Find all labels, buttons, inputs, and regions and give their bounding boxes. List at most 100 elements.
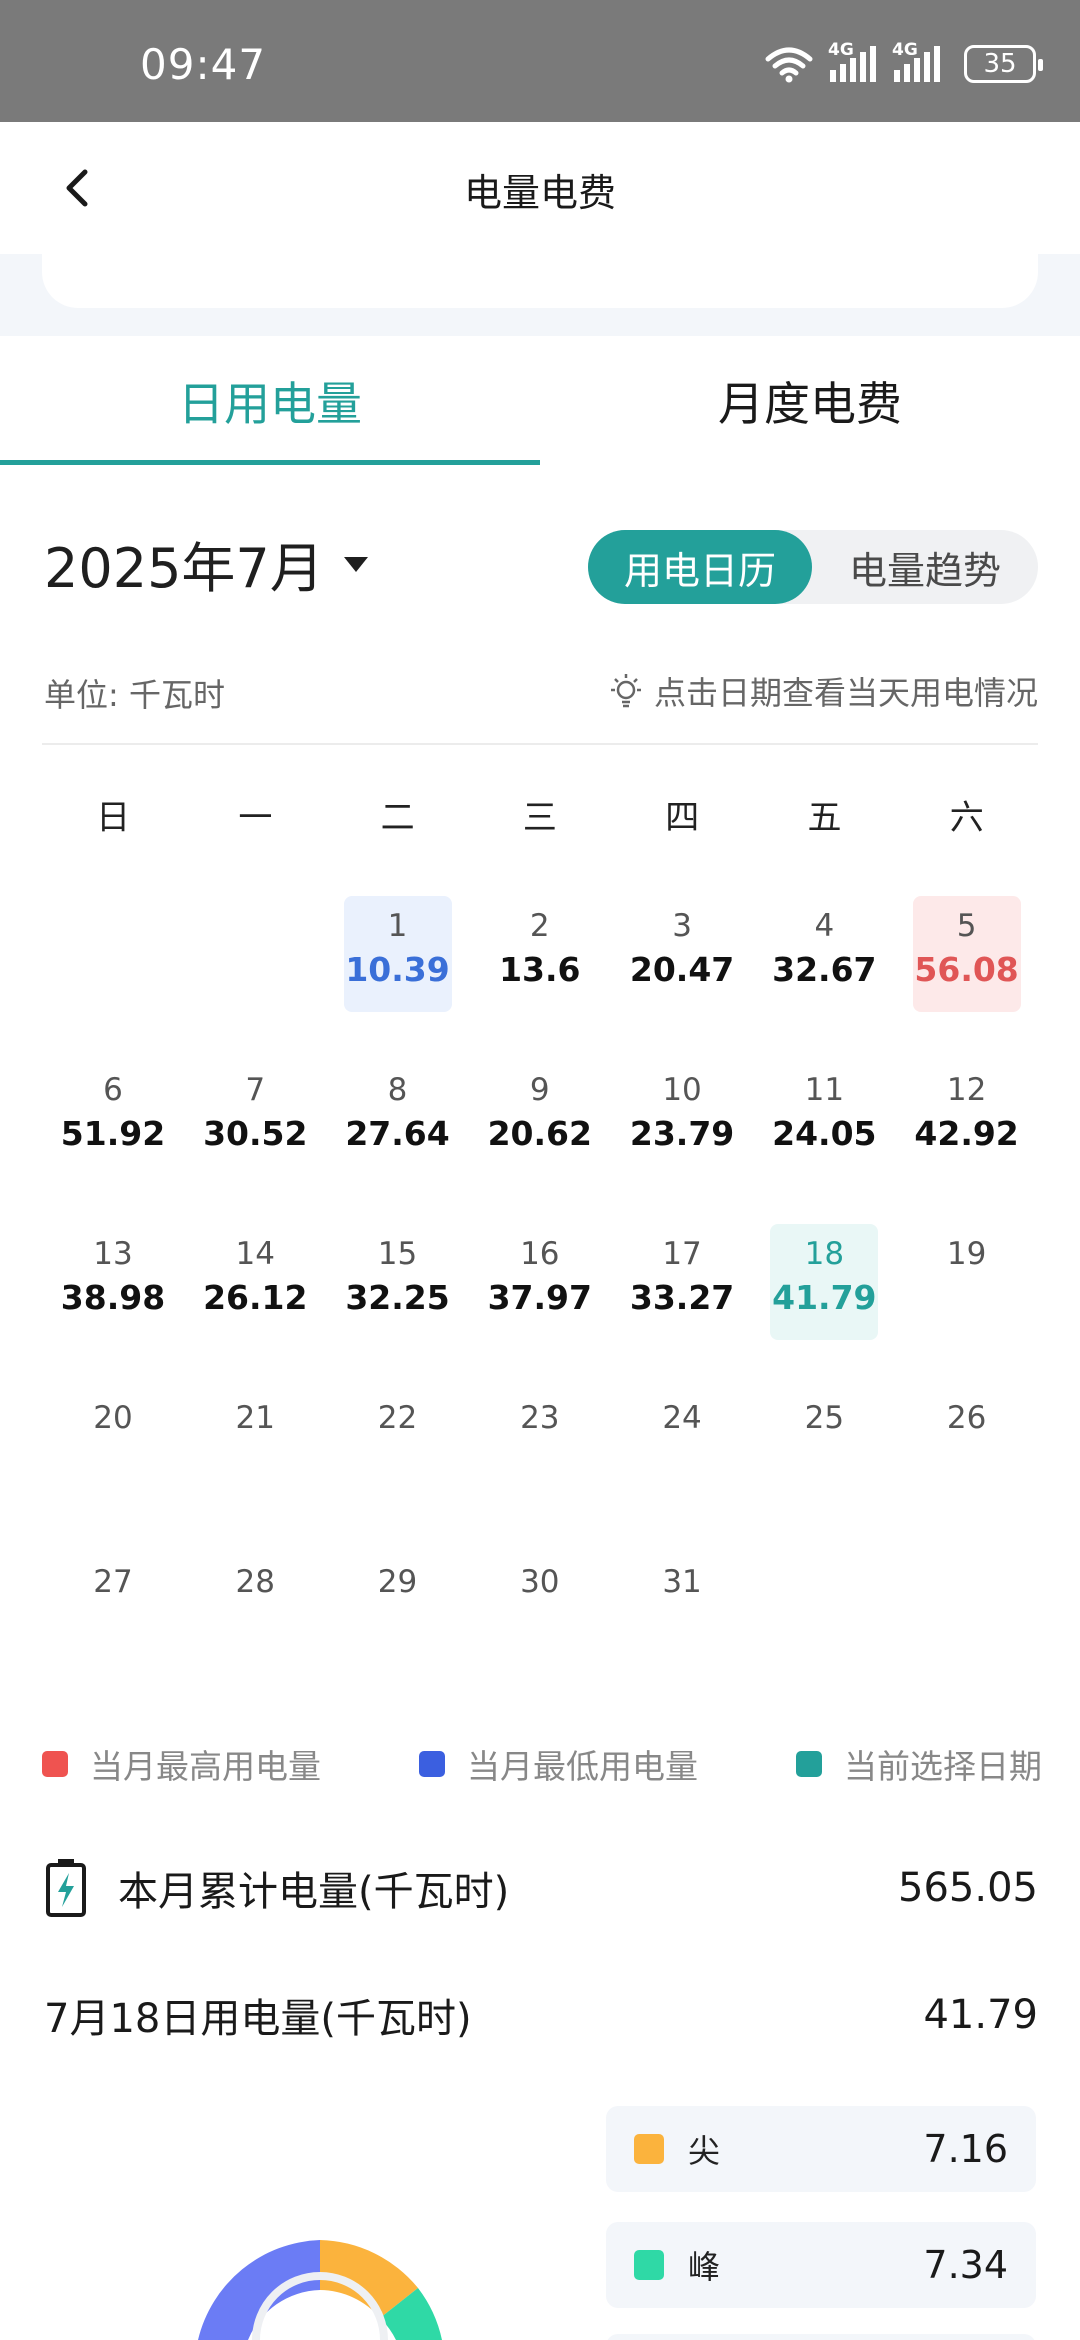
calendar-day-number: 10 — [662, 1072, 702, 1108]
calendar-day-number: 28 — [235, 1564, 275, 1600]
calendar-day-value: 56.08 — [914, 950, 1019, 989]
calendar-day-number: 23 — [520, 1400, 560, 1436]
calendar-day-value: 20.47 — [629, 950, 735, 989]
calendar-day-box: 27 — [59, 1552, 167, 1668]
month-selector[interactable]: 2025年7月 — [44, 524, 370, 603]
calendar-day-box: 17 33.27 — [628, 1224, 736, 1340]
calendar-empty-cell — [896, 1552, 1038, 1716]
hint-text: 点击日期查看当天用电情况 — [653, 674, 1038, 712]
calendar-week-row: 13 38.98 14 26.12 15 32.25 16 37.97 17 33.27 18 41.… — [42, 1224, 1038, 1388]
calendar-day-number: 1 — [387, 908, 408, 944]
calendar-day-number: 7 — [245, 1072, 266, 1108]
calendar-day-number: 20 — [93, 1400, 133, 1436]
calendar-day-1[interactable]: 1 10.39 — [327, 896, 469, 1060]
calendar-day-29[interactable]: 29 — [327, 1552, 469, 1716]
legend-swatch — [42, 1751, 68, 1777]
calendar-day-17[interactable]: 17 33.27 — [611, 1224, 753, 1388]
calendar-day-box: 2 13.6 — [486, 896, 594, 1012]
signal-icon-2: 4G — [892, 40, 942, 84]
calendar-day-box: 13 38.98 — [59, 1224, 167, 1340]
calendar-day-10[interactable]: 10 23.79 — [611, 1060, 753, 1224]
calendar-day-number: 17 — [662, 1236, 702, 1272]
weekday: 二 — [380, 798, 415, 838]
calendar-day-number: 19 — [946, 1236, 987, 1272]
back-button[interactable] — [50, 160, 106, 216]
calendar-day-30[interactable]: 30 — [469, 1552, 611, 1716]
divider — [42, 743, 1038, 745]
breakdown-item-next — [606, 2334, 1036, 2340]
calendar-day-box: 20 — [59, 1388, 167, 1504]
breakdown-swatch — [634, 2134, 664, 2164]
legend-swatch — [796, 1751, 822, 1777]
calendar-day-value: 32.67 — [772, 950, 877, 989]
calendar-day-7[interactable]: 7 30.52 — [184, 1060, 326, 1224]
breakdown-item-peak-top: 尖 7.16 — [606, 2106, 1036, 2192]
unit-label: 单位: 千瓦时 — [44, 676, 225, 714]
calendar-day-box: 14 26.12 — [201, 1224, 309, 1340]
calendar-day-5[interactable]: 5 56.08 — [896, 896, 1038, 1060]
calendar-day-22[interactable]: 22 — [327, 1388, 469, 1552]
calendar-day-number: 29 — [377, 1564, 418, 1600]
calendar-grid: 1 10.39 2 13.6 3 20.47 4 32.67 5 56.08 6 51.92 7 30.5… — [42, 896, 1038, 1716]
selected-day-label: 7月18日用电量(千瓦时) — [44, 1996, 472, 2042]
status-bar: 09:47 4G 4G — [0, 0, 1080, 122]
calendar-day-value: 24.05 — [772, 1114, 877, 1153]
weekday-header: 日 一 二 三 四 五 六 — [42, 790, 1038, 846]
calendar-day-4[interactable]: 4 32.67 — [753, 896, 895, 1060]
calendar-day-21[interactable]: 21 — [184, 1388, 326, 1552]
calendar-day-28[interactable]: 28 — [184, 1552, 326, 1716]
toggle-calendar[interactable]: 用电日历 — [588, 530, 812, 604]
calendar-week-row: 20 21 22 23 24 25 26 — [42, 1388, 1038, 1552]
calendar-day-26[interactable]: 26 — [896, 1388, 1038, 1552]
calendar-day-19[interactable]: 19 — [896, 1224, 1038, 1388]
calendar-day-13[interactable]: 13 38.98 — [42, 1224, 184, 1388]
calendar-day-number: 30 — [520, 1564, 560, 1600]
weekday: 日 — [96, 798, 131, 838]
calendar-day-11[interactable]: 11 24.05 — [753, 1060, 895, 1224]
calendar-day-16[interactable]: 16 37.97 — [469, 1224, 611, 1388]
calendar-day-box: 1 10.39 — [343, 896, 452, 1012]
calendar-day-box: 23 — [486, 1388, 594, 1504]
calendar-day-20[interactable]: 20 — [42, 1388, 184, 1552]
calendar-day-31[interactable]: 31 — [611, 1552, 753, 1716]
calendar-day-number: 31 — [662, 1564, 702, 1600]
calendar-day-14[interactable]: 14 26.12 — [184, 1224, 326, 1388]
caret-down-icon — [343, 556, 368, 572]
calendar-day-number: 14 — [235, 1236, 275, 1272]
calendar-day-8[interactable]: 8 27.64 — [327, 1060, 469, 1224]
calendar-day-value: 23.79 — [629, 1114, 735, 1153]
calendar-day-number: 22 — [377, 1400, 418, 1436]
calendar-day-3[interactable]: 3 20.47 — [611, 896, 753, 1060]
tab-monthly-fee[interactable]: 月度电费 — [718, 377, 902, 431]
weekday: 三 — [522, 798, 557, 838]
legend-swatch — [419, 1751, 445, 1777]
calendar-day-box: 5 56.08 — [912, 896, 1021, 1012]
calendar-day-27[interactable]: 27 — [42, 1552, 184, 1716]
calendar-day-6[interactable]: 6 51.92 — [42, 1060, 184, 1224]
tab-daily-usage[interactable]: 日用电量 — [178, 377, 362, 431]
calendar-day-box: 29 — [344, 1552, 452, 1668]
legend-label: 当月最低用电量 — [467, 1747, 698, 1786]
weekday: 一 — [238, 798, 273, 838]
view-toggle: 用电日历 电量趋势 — [588, 530, 1038, 604]
calendar-day-23[interactable]: 23 — [469, 1388, 611, 1552]
calendar-day-9[interactable]: 9 20.62 — [469, 1060, 611, 1224]
selected-day-row: 7月18日用电量(千瓦时) 41.79 — [44, 1980, 1038, 2050]
hint: 点击日期查看当天用电情况 — [606, 668, 1038, 714]
calendar-day-value: 20.62 — [487, 1114, 592, 1153]
calendar-day-number: 2 — [529, 908, 550, 944]
calendar-day-18[interactable]: 18 41.79 — [753, 1224, 895, 1388]
page-title: 电量电费 — [463, 171, 616, 215]
calendar-day-15[interactable]: 15 32.25 — [327, 1224, 469, 1388]
toggle-trend[interactable]: 电量趋势 — [848, 548, 1001, 593]
calendar-day-25[interactable]: 25 — [753, 1388, 895, 1552]
battery-level: 35 — [983, 49, 1017, 79]
calendar-day-2[interactable]: 2 13.6 — [469, 896, 611, 1060]
calendar-empty-cell — [753, 1552, 895, 1716]
calendar-day-number: 27 — [93, 1564, 133, 1600]
calendar-day-box: 11 24.05 — [770, 1060, 878, 1176]
donut-inner-ring — [252, 2272, 388, 2340]
calendar-day-value: 13.6 — [499, 950, 581, 989]
calendar-day-24[interactable]: 24 — [611, 1388, 753, 1552]
calendar-day-12[interactable]: 12 42.92 — [896, 1060, 1038, 1224]
